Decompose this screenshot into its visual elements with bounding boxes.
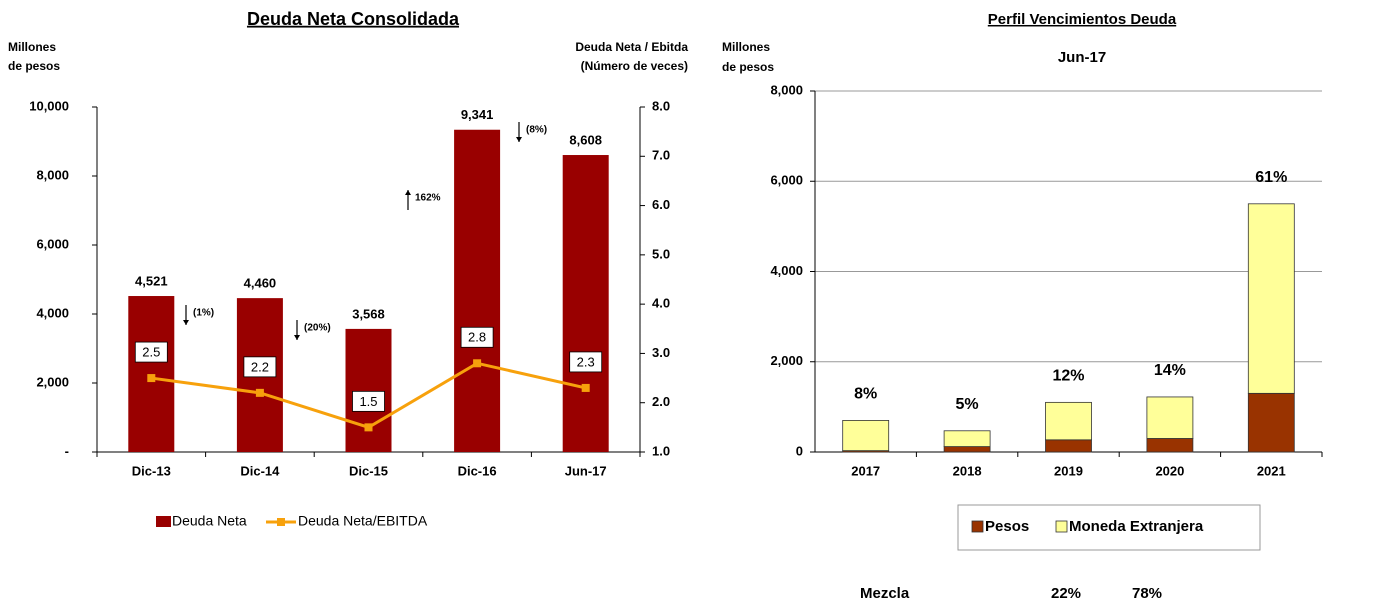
share-label: 61% — [1255, 169, 1287, 186]
x-tick-label: 2020 — [1155, 463, 1184, 478]
change-arrow-head — [183, 320, 189, 325]
bar — [562, 155, 609, 453]
stack-segment — [1247, 392, 1295, 453]
legend-box — [957, 504, 1261, 551]
y2-tick-label: 5.0 — [652, 246, 670, 261]
x-tick-label: 2019 — [1054, 463, 1083, 478]
y2-tick-label: 4.0 — [652, 296, 670, 311]
change-annotation: (20%) — [304, 323, 331, 334]
y2-tick-label: 7.0 — [652, 148, 670, 163]
y-tick-label: 6,000 — [36, 236, 69, 251]
share-label: 12% — [1052, 368, 1084, 385]
legend-swatch — [156, 516, 171, 527]
mezcla-value: 22% — [1051, 585, 1081, 602]
x-tick-label: Dic-16 — [458, 463, 497, 478]
change-arrow-head — [405, 190, 411, 195]
y-axis-label: Millones — [722, 40, 770, 54]
x-tick-label: 2021 — [1257, 463, 1286, 478]
stack-segment — [943, 430, 991, 447]
legend-label: Moneda Extranjera — [1069, 518, 1204, 535]
change-annotation: 162% — [415, 193, 441, 204]
legend-label: Deuda Neta/EBITDA — [298, 513, 428, 529]
y2-tick-label: 2.0 — [652, 394, 670, 409]
y-tick-label: 10,000 — [29, 98, 69, 113]
bar — [454, 129, 501, 452]
y-axis-label: de pesos — [8, 59, 60, 73]
y2-tick-label: 8.0 — [652, 98, 670, 113]
ratio-marker — [581, 383, 590, 392]
legend-swatch — [1055, 520, 1068, 533]
ratio-label-box — [352, 390, 385, 412]
y2-tick-label: 6.0 — [652, 197, 670, 212]
ratio-label: 2.2 — [251, 359, 269, 374]
y-tick-label: - — [65, 443, 69, 458]
stack-segment — [943, 446, 991, 453]
legend-swatch — [971, 520, 984, 533]
chart-subtitle: Jun-17 — [1058, 49, 1106, 66]
ratio-marker — [255, 388, 264, 397]
bar — [128, 296, 175, 452]
ratio-label: 2.8 — [468, 330, 486, 345]
x-tick-label: Dic-15 — [349, 463, 388, 478]
y-tick-label: 4,000 — [770, 263, 803, 278]
share-label: 5% — [956, 396, 979, 413]
mezcla-value: 78% — [1132, 585, 1162, 602]
stack-segment — [1247, 203, 1295, 394]
chart-title: Deuda Neta Consolidada — [247, 9, 460, 29]
x-tick-label: 2017 — [851, 463, 880, 478]
ratio-marker — [364, 423, 373, 432]
change-arrow-head — [516, 137, 522, 142]
ratio-label-box — [134, 341, 168, 363]
y-tick-label: 0 — [796, 443, 803, 458]
y2-axis-label: Deuda Neta / Ebitda — [575, 40, 688, 54]
stack-segment — [1146, 438, 1194, 453]
y-tick-label: 2,000 — [36, 374, 69, 389]
ratio-label: 2.5 — [142, 345, 160, 360]
y-tick-label: 2,000 — [770, 353, 803, 368]
bar — [345, 328, 392, 452]
x-tick-label: Jun-17 — [565, 463, 607, 478]
bar-value-label: 8,608 — [569, 132, 602, 147]
y2-tick-label: 1.0 — [652, 443, 670, 458]
share-label: 8% — [854, 386, 877, 403]
change-annotation: (8%) — [526, 125, 547, 136]
ratio-marker — [147, 374, 156, 383]
change-arrow-head — [294, 335, 300, 340]
stack-segment — [1146, 396, 1194, 439]
y-tick-label: 4,000 — [36, 305, 69, 320]
change-annotation: (1%) — [193, 308, 214, 319]
y-tick-label: 8,000 — [36, 167, 69, 182]
bar-value-label: 3,568 — [352, 306, 385, 321]
legend-label: Pesos — [985, 518, 1029, 535]
ratio-label: 2.3 — [577, 354, 595, 369]
ratio-label: 1.5 — [359, 394, 377, 409]
chart-title: Perfil Vencimientos Deuda — [988, 11, 1177, 28]
bar-value-label: 4,460 — [244, 276, 277, 291]
stack-segment — [1045, 401, 1092, 441]
x-tick-label: Dic-14 — [240, 463, 280, 478]
stack-segment — [842, 420, 890, 452]
bar-value-label: 4,521 — [135, 273, 168, 288]
share-label: 14% — [1154, 362, 1186, 379]
y-axis-label: Millones — [8, 40, 56, 54]
x-tick-label: 2018 — [953, 463, 982, 478]
ratio-marker — [473, 359, 482, 368]
x-tick-label: Dic-13 — [132, 463, 171, 478]
y-tick-label: 6,000 — [770, 173, 803, 188]
y2-axis-label: (Número de veces) — [581, 59, 688, 73]
ratio-label-box — [243, 356, 277, 378]
legend-label: Deuda Neta — [172, 513, 247, 529]
bar-value-label: 9,341 — [461, 107, 494, 122]
stack-segment — [1045, 439, 1092, 453]
ratio-label-box — [569, 351, 603, 373]
ratio-label-box — [460, 326, 494, 348]
legend-marker — [277, 518, 285, 526]
y2-tick-label: 3.0 — [652, 345, 670, 360]
y-axis-label: de pesos — [722, 60, 774, 74]
mezcla-label: Mezcla — [860, 585, 910, 602]
y-tick-label: 8,000 — [770, 82, 803, 97]
